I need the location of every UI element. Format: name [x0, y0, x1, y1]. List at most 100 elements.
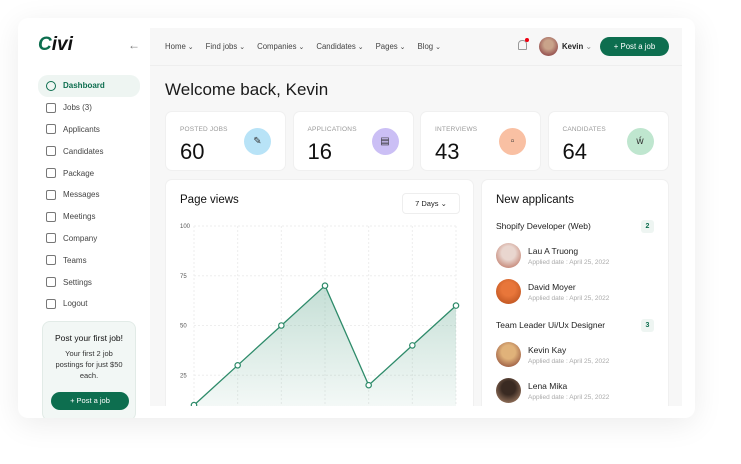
sidebar: Civi ← Dashboard Jobs (3) Applicants Candid… — [18, 18, 150, 418]
applicant-item[interactable]: David Moyer Applied date : April 25, 2022 — [496, 279, 656, 305]
nav-find-jobs[interactable]: Find jobs — [206, 42, 245, 51]
top-nav: Home Find jobs Companies Candidates Pages Blo… — [150, 28, 682, 66]
stat-value: 43 — [435, 139, 460, 164]
data-point — [190, 401, 198, 406]
sidebar-item-messages[interactable]: Messages — [38, 184, 140, 206]
stat-label: INTERVIEWS — [435, 126, 478, 133]
y-tick-label: 100 — [180, 224, 191, 230]
page-title: Welcome back, Kevin — [165, 80, 329, 99]
data-point — [321, 282, 329, 290]
sidebar-item-jobs[interactable]: Jobs (3) — [38, 97, 140, 119]
new-applicants-card: New applicants Shopify Developer (Web) 2 L… — [481, 179, 669, 406]
sidebar-item-settings[interactable]: Settings — [38, 271, 140, 293]
sidebar-item-label: Meetings — [63, 212, 96, 222]
edit-icon: ✎ — [244, 128, 271, 155]
applied-date: Applied date : April 25, 2022 — [528, 295, 610, 302]
stat-card: CANDIDATES 64 ẃ — [547, 111, 669, 171]
sidebar-item-teams[interactable]: Teams — [38, 249, 140, 271]
stat-card: INTERVIEWS 43 ▫ — [420, 111, 541, 171]
nav-home[interactable]: Home — [165, 42, 194, 51]
stat-card: APPLICATIONS 16 ▤ — [292, 111, 414, 171]
building-icon — [46, 233, 56, 244]
y-tick-label: 25 — [180, 373, 187, 379]
applicant-item[interactable]: Lau A Truong Applied date : April 25, 202… — [496, 243, 656, 269]
applicant-avatar — [496, 342, 521, 367]
gear-icon — [46, 277, 56, 288]
stat-value: 16 — [307, 139, 332, 164]
y-tick-label: 75 — [180, 274, 187, 280]
promo-card: Post your first job! Your first 2 job po… — [42, 321, 136, 418]
applicant-item[interactable]: Kevin Kay Applied date : April 25, 2022 — [496, 342, 656, 368]
stat-card: POSTED JOBS 60 ✎ — [165, 111, 286, 171]
sidebar-item-label: Applicants — [63, 124, 100, 134]
y-tick-label: 50 — [180, 324, 187, 330]
stat-value: 60 — [180, 139, 205, 164]
applied-date: Applied date : April 25, 2022 — [528, 358, 610, 365]
notification-bell-icon[interactable] — [518, 38, 529, 50]
people-icon — [46, 146, 56, 157]
stat-value: 64 — [562, 139, 587, 164]
stat-label: CANDIDATES — [562, 126, 606, 133]
sidebar-item-label: Teams — [63, 255, 87, 265]
user-menu[interactable]: Kevin ⌄ — [562, 42, 592, 51]
job-group-title[interactable]: Team Leader Ui/Ux Designer — [496, 320, 606, 330]
applicant-name: Lau A Truong — [528, 246, 579, 256]
document-icon: ▤ — [371, 128, 399, 155]
sidebar-item-company[interactable]: Company — [38, 228, 140, 250]
data-point — [234, 362, 241, 369]
promo-title: Post your first job! — [54, 333, 124, 343]
app-window: Civi ← Dashboard Jobs (3) Applicants Candid… — [18, 18, 695, 418]
sidebar-item-logout[interactable]: Logout — [38, 293, 140, 315]
nav-companies[interactable]: Companies — [257, 42, 304, 51]
applicant-name: David Moyer — [528, 282, 576, 292]
sidebar-item-dashboard[interactable]: Dashboard — [38, 75, 140, 97]
sidebar-nav: Dashboard Jobs (3) Applicants Candidates Pac… — [38, 75, 140, 315]
user-avatar[interactable] — [539, 37, 558, 56]
data-point — [409, 342, 416, 349]
user-name: Kevin — [562, 42, 584, 51]
sidebar-item-label: Package — [63, 168, 95, 178]
briefcase-icon — [46, 102, 56, 113]
page-views-card: Page views 7 Days ⌄ 100 75 50 25 — [165, 179, 474, 406]
diamond-icon — [46, 168, 56, 179]
collapse-arrow-icon[interactable]: ← — [128, 38, 140, 52]
nav-menu: Home Find jobs Companies Candidates Pages Blo… — [165, 42, 441, 51]
main-content: Home Find jobs Companies Candidates Pages Blo… — [150, 28, 682, 406]
applicant-count-badge: 2 — [641, 220, 654, 233]
post-job-button[interactable]: + Post a job — [600, 37, 669, 56]
sidebar-item-label: Settings — [63, 277, 92, 287]
promo-text: Your first 2 job postings for just $50 e… — [55, 349, 123, 380]
applicant-avatar — [496, 243, 521, 268]
sidebar-item-meetings[interactable]: Meetings — [38, 206, 140, 228]
sidebar-item-label: Candidates — [63, 146, 104, 156]
applied-date: Applied date : April 25, 2022 — [528, 394, 610, 401]
chat-icon — [46, 189, 56, 200]
applicant-name: Lena Mika — [528, 381, 568, 391]
page-views-title: Page views — [180, 194, 239, 206]
promo-post-job-button[interactable]: + Post a job — [51, 392, 129, 410]
applicant-avatar — [496, 378, 521, 403]
range-dropdown[interactable]: 7 Days ⌄ — [402, 193, 460, 214]
data-point — [452, 302, 460, 309]
new-applicants-title: New applicants — [496, 194, 574, 206]
sidebar-item-label: Jobs (3) — [63, 103, 92, 113]
sidebar-item-package[interactable]: Package — [38, 162, 140, 184]
stat-label: POSTED JOBS — [180, 126, 228, 133]
range-value: 7 Days — [415, 199, 439, 208]
nav-blog[interactable]: Blog — [418, 42, 441, 51]
sidebar-item-candidates[interactable]: Candidates — [38, 140, 140, 162]
nav-candidates[interactable]: Candidates — [316, 42, 363, 51]
job-group-title[interactable]: Shopify Developer (Web) — [496, 221, 591, 231]
sidebar-item-applicants[interactable]: Applicants — [38, 119, 140, 141]
nav-pages[interactable]: Pages — [376, 42, 406, 51]
gauge-icon — [46, 80, 56, 91]
logout-icon — [46, 298, 56, 309]
user-plus-icon — [46, 255, 56, 266]
logo[interactable]: Civi — [38, 34, 73, 55]
sidebar-item-label: Messages — [63, 190, 100, 200]
video-icon — [46, 211, 56, 222]
document-icon — [46, 124, 56, 135]
applicant-item[interactable]: Lena Mika Applied date : April 25, 2022 — [496, 378, 656, 404]
sidebar-item-label: Logout — [63, 299, 88, 309]
chat-icon: ▫ — [499, 128, 526, 155]
